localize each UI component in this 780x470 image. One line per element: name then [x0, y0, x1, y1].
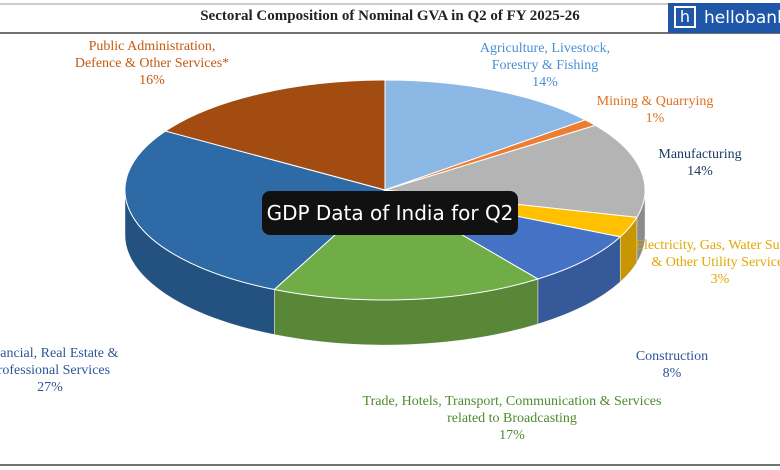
value-label: 14% [532, 75, 558, 90]
category-label: Mining & Quarrying [596, 94, 714, 109]
slice-side-shade [537, 236, 621, 324]
category-label: Public Administration, Defence & Other S… [74, 39, 230, 71]
slice-label: Trade, Hotels, Transport, Communication … [357, 393, 667, 444]
value-label: 1% [645, 111, 665, 126]
value-label: 17% [499, 428, 525, 443]
slice [164, 79, 386, 191]
value-label: 3% [710, 272, 730, 287]
slice [273, 189, 540, 301]
slice-label: Public Administration, Defence & Other S… [67, 38, 237, 89]
category-label: Construction [635, 349, 709, 364]
slice-side-shade [125, 190, 275, 335]
value-label: 8% [662, 366, 682, 381]
overlay-caption: GDP Data of India for Q2 [262, 191, 518, 235]
slice-side-shade [636, 190, 645, 263]
value-label: 27% [37, 380, 63, 395]
slice-label: Electricity, Gas, Water Supply & Other U… [635, 237, 780, 288]
slice-label: Construction 8% [607, 348, 737, 382]
slice-label: Manufacturing 14% [640, 146, 760, 180]
brand-icon: h [674, 6, 696, 28]
slice-label: Agriculture, Livestock, Forestry & Fishi… [460, 40, 630, 91]
brand-logo: h hellobank [668, 3, 780, 33]
category-label: Financial, Real Estate & Professional Se… [0, 346, 119, 378]
value-label: 16% [139, 73, 165, 88]
slice [384, 79, 587, 191]
chart-title: Sectoral Composition of Nominal GVA in Q… [200, 8, 580, 24]
brand-name: hellobank [704, 8, 780, 28]
slice-side-shade [274, 278, 538, 345]
slice-label: Financial, Real Estate & Professional Se… [0, 345, 145, 396]
value-label: 14% [687, 164, 713, 179]
category-label: Trade, Hotels, Transport, Communication … [362, 394, 662, 426]
slice-label: Mining & Quarrying 1% [575, 93, 735, 127]
category-label: Manufacturing [658, 147, 742, 162]
category-label: Electricity, Gas, Water Supply & Other U… [635, 238, 780, 270]
category-label: Agriculture, Livestock, Forestry & Fishi… [479, 41, 611, 73]
slice [124, 130, 387, 291]
